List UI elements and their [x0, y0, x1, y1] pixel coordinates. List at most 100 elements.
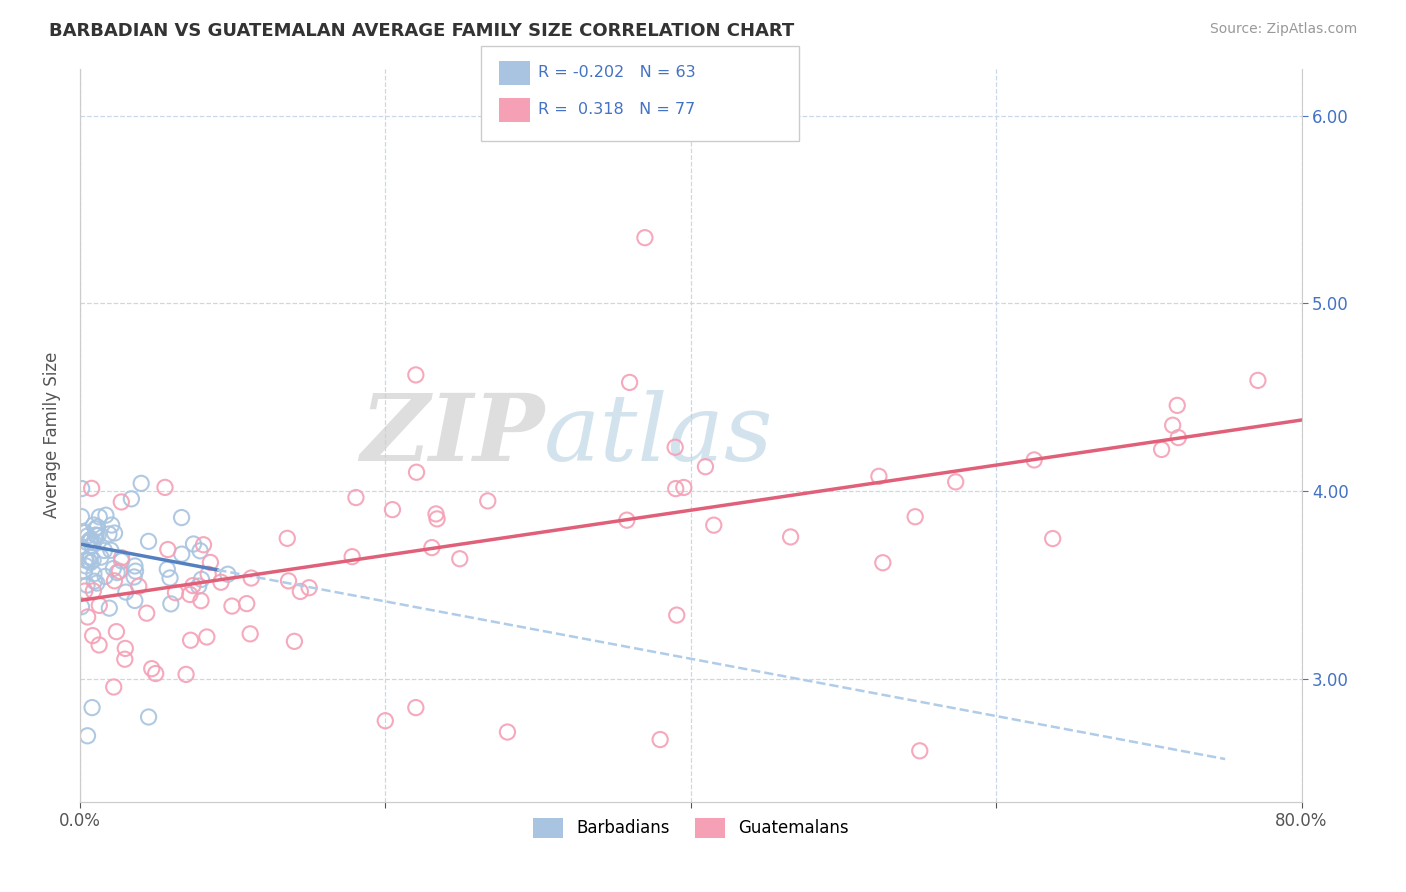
Point [619, 376, 641, 390]
Point [76, 529, 98, 543]
Point [82, 629, 104, 643]
Point [426, 512, 449, 526]
Point [83, 518, 105, 533]
Point [665, 482, 688, 496]
Point [156, 562, 179, 576]
Point [103, 526, 125, 541]
Point [73, 584, 96, 599]
Point [298, 581, 321, 595]
Point [779, 530, 801, 544]
Point [340, 549, 363, 564]
Point [156, 542, 179, 557]
Point [405, 700, 427, 714]
Point [240, 571, 263, 585]
Point [195, 630, 218, 644]
Point [344, 491, 367, 505]
Point [381, 502, 404, 516]
Point [425, 507, 447, 521]
Text: Source: ZipAtlas.com: Source: ZipAtlas.com [1209, 22, 1357, 37]
Point [945, 475, 967, 489]
Point [114, 585, 136, 599]
Point [1247, 373, 1270, 387]
Point [868, 469, 890, 483]
Point [79, 549, 101, 564]
Point [87, 528, 110, 542]
Point [100, 543, 122, 558]
Point [84, 528, 107, 542]
Point [103, 680, 125, 694]
Point [70, 482, 93, 496]
Point [496, 725, 519, 739]
Point [135, 606, 157, 620]
Point [179, 587, 201, 601]
Point [153, 480, 176, 494]
Point [188, 543, 211, 558]
Point [477, 494, 499, 508]
Point [160, 597, 183, 611]
Point [79, 534, 101, 549]
Point [181, 579, 204, 593]
Point [193, 538, 215, 552]
Y-axis label: Average Family Size: Average Family Size [44, 351, 60, 518]
Point [634, 230, 657, 244]
Point [124, 564, 146, 578]
Point [221, 599, 243, 613]
Point [98, 527, 121, 541]
Point [138, 710, 160, 724]
Point [124, 559, 146, 574]
Text: R = -0.202   N = 63: R = -0.202 N = 63 [538, 65, 696, 79]
Point [103, 561, 125, 575]
Point [664, 440, 686, 454]
Point [76, 729, 98, 743]
Point [83, 566, 105, 581]
Point [1167, 431, 1189, 445]
Point [90, 550, 112, 565]
Point [650, 732, 672, 747]
Point [197, 567, 219, 582]
Point [665, 608, 688, 623]
Point [277, 574, 299, 588]
Point [217, 567, 239, 582]
Point [70, 540, 93, 554]
Point [174, 667, 197, 681]
Point [1161, 418, 1184, 433]
Point [86, 576, 108, 591]
Point [170, 510, 193, 524]
Legend: Barbadians, Guatemalans: Barbadians, Guatemalans [526, 811, 855, 845]
Point [908, 744, 931, 758]
Point [79, 533, 101, 547]
Point [114, 641, 136, 656]
Point [82, 583, 104, 598]
Point [283, 634, 305, 648]
Point [84, 528, 107, 542]
Point [695, 459, 717, 474]
Point [187, 579, 209, 593]
Point [904, 509, 927, 524]
Point [616, 513, 638, 527]
Point [170, 547, 193, 561]
Point [76, 610, 98, 624]
Point [94, 569, 117, 583]
Point [94, 508, 117, 523]
Point [124, 593, 146, 607]
Point [1166, 398, 1188, 412]
Point [76, 535, 98, 549]
Point [138, 534, 160, 549]
Point [141, 662, 163, 676]
Point [405, 465, 427, 479]
Point [1150, 442, 1173, 457]
Point [405, 368, 427, 382]
Point [75, 558, 97, 573]
Point [89, 509, 111, 524]
Point [703, 518, 725, 533]
Point [87, 638, 110, 652]
Text: BARBADIAN VS GUATEMALAN AVERAGE FAMILY SIZE CORRELATION CHART: BARBADIAN VS GUATEMALAN AVERAGE FAMILY S… [49, 22, 794, 40]
Point [872, 556, 894, 570]
Point [77, 553, 100, 567]
Point [86, 520, 108, 534]
Point [420, 541, 443, 555]
Point [75, 553, 97, 567]
Point [290, 584, 312, 599]
Point [180, 633, 202, 648]
Point [80, 539, 103, 553]
